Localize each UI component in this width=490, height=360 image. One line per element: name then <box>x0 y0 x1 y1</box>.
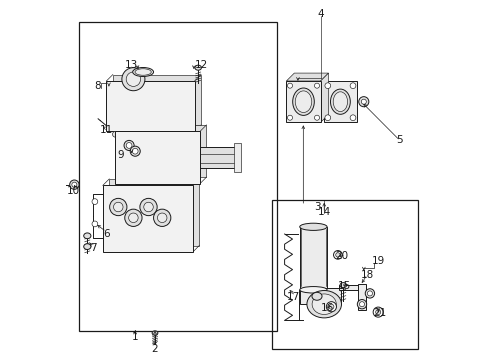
Text: 1: 1 <box>132 332 139 342</box>
Circle shape <box>329 304 334 309</box>
Circle shape <box>361 99 367 104</box>
Circle shape <box>144 202 153 212</box>
Ellipse shape <box>330 89 350 114</box>
Circle shape <box>92 221 98 227</box>
Circle shape <box>126 72 141 86</box>
Text: 11: 11 <box>100 125 113 135</box>
Bar <box>116 131 200 184</box>
Circle shape <box>125 131 131 137</box>
Bar <box>272 200 418 349</box>
Circle shape <box>124 140 134 150</box>
Ellipse shape <box>307 291 342 318</box>
Bar <box>113 75 201 125</box>
Text: 13: 13 <box>125 60 138 70</box>
Circle shape <box>360 302 365 307</box>
Ellipse shape <box>133 68 153 77</box>
Circle shape <box>288 115 293 120</box>
Circle shape <box>140 131 145 137</box>
Text: 8: 8 <box>94 81 101 91</box>
Bar <box>300 288 342 304</box>
Ellipse shape <box>84 233 91 239</box>
Text: 7: 7 <box>91 243 97 253</box>
Circle shape <box>368 291 372 296</box>
Circle shape <box>113 131 118 137</box>
Circle shape <box>157 213 167 222</box>
Circle shape <box>350 83 356 89</box>
Circle shape <box>359 97 369 107</box>
Circle shape <box>376 310 381 315</box>
Ellipse shape <box>84 244 91 249</box>
Text: 16: 16 <box>321 303 335 313</box>
Bar <box>79 22 277 331</box>
Bar <box>339 285 366 290</box>
Text: 5: 5 <box>396 135 403 145</box>
Circle shape <box>129 213 138 222</box>
Bar <box>358 284 366 310</box>
Circle shape <box>110 198 127 216</box>
Text: 4: 4 <box>318 9 324 19</box>
Ellipse shape <box>195 65 201 70</box>
Circle shape <box>152 131 158 137</box>
Polygon shape <box>286 73 328 81</box>
Bar <box>286 81 320 122</box>
Circle shape <box>334 251 342 259</box>
Circle shape <box>325 115 331 121</box>
Circle shape <box>92 199 98 204</box>
Text: 19: 19 <box>371 256 385 266</box>
Circle shape <box>140 198 157 216</box>
Bar <box>234 143 242 172</box>
Ellipse shape <box>312 292 322 300</box>
Bar <box>106 81 195 131</box>
Circle shape <box>122 68 145 91</box>
Circle shape <box>130 146 140 156</box>
Ellipse shape <box>293 88 314 116</box>
Circle shape <box>179 131 185 137</box>
Circle shape <box>315 115 319 120</box>
Circle shape <box>167 131 172 137</box>
Ellipse shape <box>333 92 347 112</box>
Circle shape <box>315 83 319 88</box>
Bar <box>300 227 327 290</box>
Bar <box>103 185 193 252</box>
Bar <box>324 81 357 122</box>
Text: 20: 20 <box>336 251 349 261</box>
Text: 10: 10 <box>66 186 79 196</box>
Circle shape <box>132 148 138 154</box>
Circle shape <box>70 180 79 189</box>
Text: 3: 3 <box>314 202 320 212</box>
Circle shape <box>288 83 293 88</box>
Bar <box>122 125 206 177</box>
Ellipse shape <box>135 69 151 75</box>
Ellipse shape <box>152 331 158 335</box>
Text: 14: 14 <box>318 207 331 217</box>
Text: 21: 21 <box>373 308 387 318</box>
Circle shape <box>325 83 331 89</box>
Circle shape <box>350 115 356 121</box>
Ellipse shape <box>340 283 346 288</box>
Ellipse shape <box>295 91 312 113</box>
Circle shape <box>357 300 367 309</box>
Circle shape <box>72 182 77 187</box>
Ellipse shape <box>300 223 327 230</box>
Polygon shape <box>320 73 328 122</box>
Bar <box>200 147 240 168</box>
Ellipse shape <box>312 294 336 315</box>
Text: 6: 6 <box>103 229 110 239</box>
Text: 18: 18 <box>361 270 374 280</box>
Circle shape <box>153 209 171 226</box>
Text: 9: 9 <box>118 150 124 160</box>
Circle shape <box>126 143 132 148</box>
Ellipse shape <box>300 287 327 293</box>
Circle shape <box>125 209 142 226</box>
Text: 2: 2 <box>152 344 158 354</box>
Circle shape <box>336 253 340 257</box>
Circle shape <box>326 302 337 312</box>
Circle shape <box>114 202 123 212</box>
Text: 15: 15 <box>338 281 351 291</box>
Circle shape <box>373 307 383 317</box>
Circle shape <box>365 289 374 298</box>
Text: 17: 17 <box>287 292 300 302</box>
Text: 12: 12 <box>195 60 208 70</box>
Bar <box>109 179 199 246</box>
